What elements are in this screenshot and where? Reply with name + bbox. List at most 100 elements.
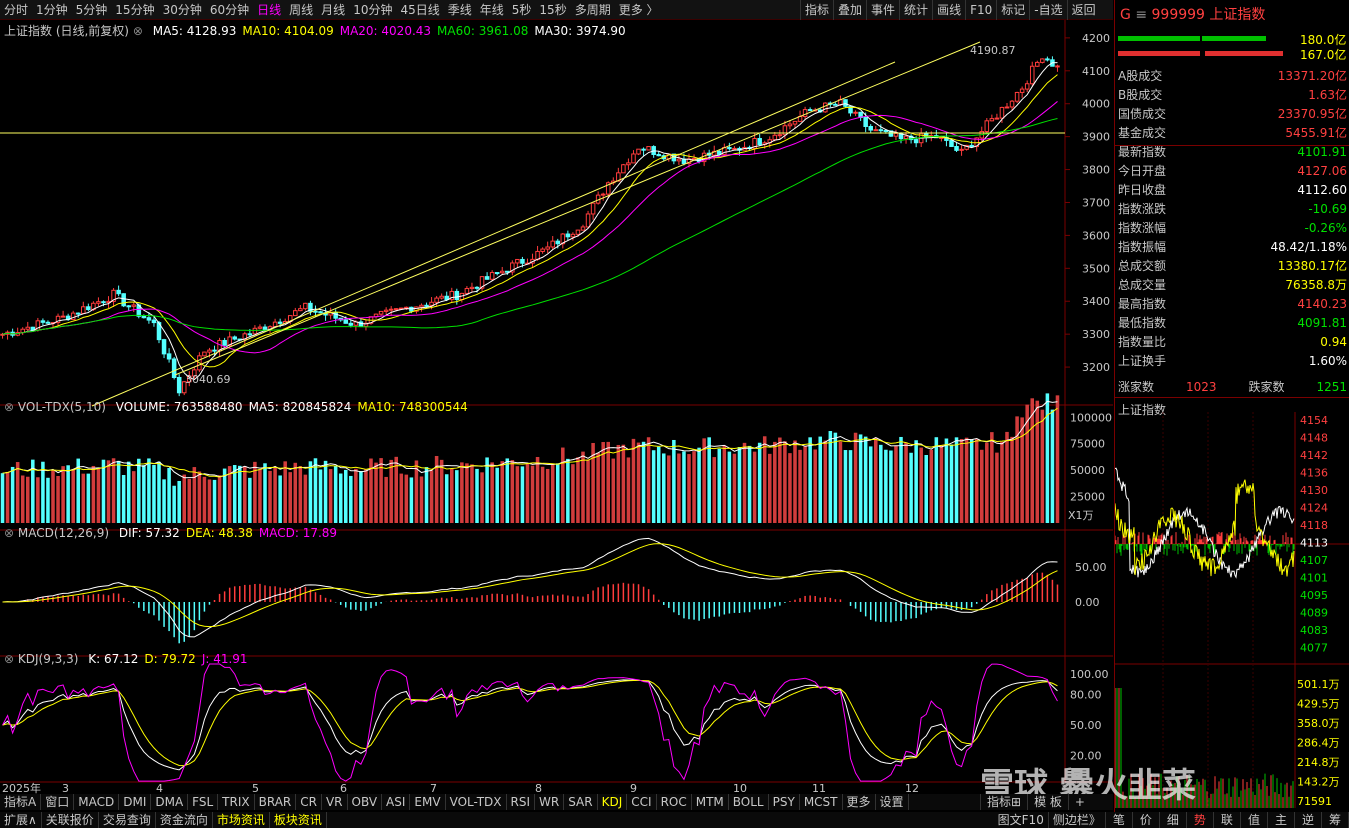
volume-unit: X1万 [1068,509,1094,522]
status-right-tab[interactable]: 价 [1133,812,1160,828]
status-tab[interactable]: 市场资讯 [213,812,270,828]
indicator-tab[interactable]: VR [322,794,348,810]
status-right-tab[interactable]: 图文F10 [994,812,1049,828]
period-tab[interactable]: 更多 〉 [618,2,659,17]
indicator-tab[interactable]: 设置 [876,794,909,810]
action-button[interactable]: 叠加 [833,0,866,20]
indicator-extra-tab[interactable]: + [1067,794,1091,810]
stock-code: 999999 [1151,7,1205,23]
volume-bar [505,458,510,523]
indicator-tab[interactable]: CCI [627,794,657,810]
indicator-tab[interactable]: 指标A [0,794,42,810]
status-right-tab[interactable]: 联 [1214,812,1241,828]
indicator-tab[interactable]: MTM [692,794,729,810]
volume-bar [283,461,287,523]
macd-toggle-icon[interactable]: ⊗ [4,526,15,540]
status-right-tab[interactable]: 细 [1160,812,1187,828]
volume-bar [485,457,489,523]
period-tab[interactable]: 5秒 [511,2,532,17]
indicator-tab[interactable]: KDJ [598,794,628,810]
indicator-tab[interactable]: ASI [382,794,411,810]
period-tab[interactable]: 1分钟 [36,2,68,17]
trend-line-lower[interactable] [174,41,981,376]
menu-icon[interactable]: ≡ [1135,7,1148,23]
candle-body [913,139,919,144]
indicator-tab[interactable]: TRIX [218,794,255,810]
status-tab[interactable]: 资金流向 [156,812,213,828]
indicator-tab[interactable]: WR [535,794,565,810]
indicator-tab[interactable]: 窗口 [41,794,75,810]
period-tab[interactable]: 年线 [479,2,504,17]
indicator-tab[interactable]: ROC [657,794,692,810]
indicator-tab[interactable]: PSY [769,794,800,810]
period-tab[interactable]: 月线 [321,2,346,17]
period-tab[interactable]: 10分钟 [353,2,393,17]
status-tab[interactable]: 扩展∧ [0,812,42,828]
indicator-tab[interactable]: 更多 [843,794,876,810]
kdj-toggle-icon[interactable]: ⊗ [4,652,15,666]
intraday-chart[interactable]: 4154 4148 4142 4136 4130 4124 4118 4113 4107 4101… [1115,412,1349,808]
status-right-tab[interactable]: 筹 [1322,812,1349,828]
status-tab[interactable]: 板块资讯 [270,812,327,828]
indicator-tab[interactable]: DMA [151,794,189,810]
indicator-tab[interactable]: CR [296,794,322,810]
volume-bar [803,446,807,523]
action-button[interactable]: F10 [965,0,996,20]
indicator-tab[interactable]: DMI [119,794,152,810]
indicator-tab[interactable]: EMV [410,794,446,810]
trend-line-upper[interactable] [91,61,896,407]
up-value: 1023 [1185,379,1217,394]
main-chart-header: 上证指数 (日线,前复权) ⊗ MA5: 4128.93 MA10: 4104.0… [4,22,626,39]
action-button[interactable]: 画线 [932,0,965,20]
period-tab[interactable]: 30分钟 [162,2,202,17]
indicator-tab[interactable]: VOL-TDX [446,794,507,810]
status-right-tab[interactable]: 侧边栏》 [1049,812,1106,828]
candle-body [787,123,793,127]
period-tab[interactable]: 15秒 [539,2,567,17]
candle-body [621,164,626,174]
indicator-tab[interactable]: BRAR [255,794,297,810]
action-button[interactable]: -自选 [1029,0,1066,20]
period-tab[interactable]: 日线 [257,2,282,17]
action-button[interactable]: 统计 [899,0,932,20]
volume-bar [904,442,908,523]
period-tab[interactable]: 60分钟 [209,2,250,17]
volume-bar [116,460,121,523]
status-tab[interactable]: 交易查询 [99,812,156,828]
settings-circle-icon[interactable]: ⊗ [132,24,143,38]
indicator-extra-tab[interactable]: 模 板 [1027,794,1068,810]
candle-body [60,315,66,318]
period-tab[interactable]: 45日线 [400,2,440,17]
volume-bar [389,459,393,523]
status-right-tab[interactable]: 笔 [1106,812,1133,828]
status-right-tab[interactable]: 势 [1187,812,1214,828]
candle-body [81,306,86,314]
volume-toggle-icon[interactable]: ⊗ [4,400,15,414]
status-right-tab[interactable]: 值 [1241,812,1268,828]
period-tab[interactable]: 分时 [4,2,29,17]
indicator-tab[interactable]: FSL [188,794,219,810]
period-tab[interactable]: 15分钟 [115,2,155,17]
action-button[interactable]: 事件 [866,0,899,20]
period-tab[interactable]: 5分钟 [75,2,108,17]
indicator-tab[interactable]: SAR [564,794,598,810]
volume-tick: 75000 [1070,438,1105,451]
kline-chart-area[interactable]: 4200 4100 4000 3900 3800 3700 3600 3500 3400 3300… [0,20,1113,796]
status-right-tab[interactable]: 逆 [1295,812,1322,828]
status-tab[interactable]: 关联报价 [42,812,99,828]
action-button[interactable]: 标记 [996,0,1029,20]
indicator-tab[interactable]: OBV [348,794,383,810]
action-button[interactable]: 指标 [800,0,833,20]
action-button[interactable]: 返回 [1066,0,1100,20]
indicator-tab[interactable]: BOLL [729,794,769,810]
period-tab[interactable]: 多周期 [574,2,611,17]
indicator-tab[interactable]: RSI [507,794,536,810]
status-right-tab[interactable]: 主 [1268,812,1295,828]
volume-bar [990,432,994,523]
indicator-tab[interactable]: MACD [74,794,120,810]
volume-bar [626,457,631,523]
period-tab[interactable]: 周线 [289,2,314,17]
period-tab[interactable]: 季线 [447,2,472,17]
indicator-tab[interactable]: MCST [800,794,843,810]
indicator-extra-tab[interactable]: 指标⊞ [980,794,1028,810]
